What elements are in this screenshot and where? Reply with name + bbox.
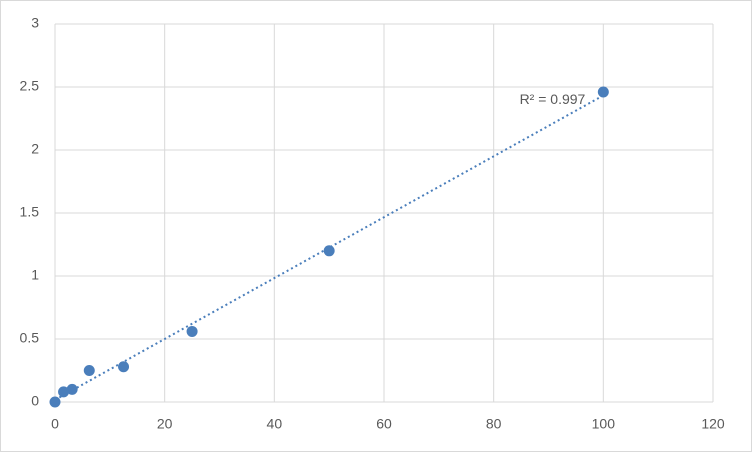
x-tick-label: 40 — [267, 416, 283, 432]
point — [83, 365, 95, 376]
y-tick-label: 2.5 — [20, 78, 40, 94]
x-tick-label: 20 — [157, 416, 173, 432]
x-tick-label: 80 — [486, 416, 502, 432]
point — [66, 383, 78, 395]
point — [597, 86, 609, 98]
y-tick-label: 1.5 — [20, 204, 40, 220]
point — [58, 386, 70, 398]
x-tick-label: 0 — [51, 416, 59, 432]
y-tick-label: 1 — [31, 267, 39, 283]
y-tick-label: 3 — [31, 15, 39, 31]
point — [49, 396, 61, 408]
y-tick-label: 0.5 — [20, 330, 40, 346]
point — [118, 361, 130, 373]
y-tick-label: 2 — [31, 141, 39, 157]
point — [186, 325, 198, 337]
x-tick-label: 60 — [376, 416, 392, 432]
annotation: R² = 0.997 — [520, 91, 586, 107]
x-tick-label: 120 — [701, 416, 725, 432]
y-tick-label: 0 — [31, 393, 39, 409]
x-tick-label: 100 — [592, 416, 616, 432]
point — [323, 245, 335, 257]
